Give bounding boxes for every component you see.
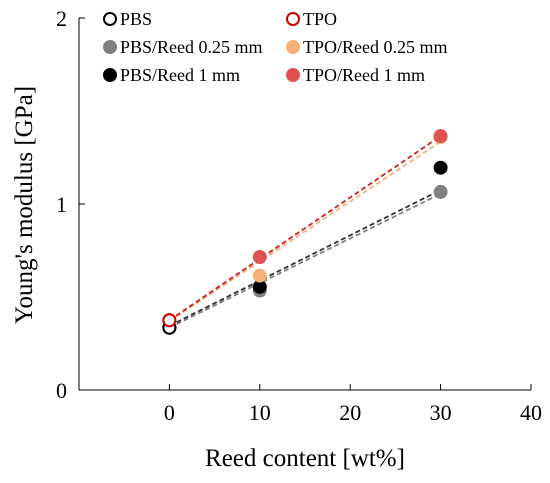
y-axis-label: Young's modulus [GPa] xyxy=(11,86,38,324)
legend-marker-tpo xyxy=(286,12,300,26)
y-tick-label-2: 2 xyxy=(56,6,67,31)
legend-label-pbs: PBS xyxy=(120,9,152,29)
point-pbs-reed-0-25-mm-2 xyxy=(433,184,448,199)
data-points xyxy=(162,129,448,335)
legend-marker-pbs xyxy=(103,12,117,26)
trendline-tpo-reed-0-25-mm xyxy=(168,140,442,322)
trendline-pbs-reed-0-25-mm xyxy=(169,192,441,329)
legend-marker-tpo-reed-0-25-mm xyxy=(286,40,300,54)
point-tpo-reed-1-mm-1 xyxy=(252,250,267,265)
point-tpo-reed-1-mm-2 xyxy=(433,129,448,144)
x-tick-label-0: 0 xyxy=(164,400,175,425)
trendlines xyxy=(168,135,442,329)
legend-marker-tpo-reed-1-mm xyxy=(286,68,300,82)
legend: PBS PBS/Reed 0.25 mm PBS/Reed 1 mm TPO TPO/R… xyxy=(103,9,448,85)
point-tpo-reed-0-25-mm-1 xyxy=(252,268,267,283)
x-tick-label-4: 40 xyxy=(520,400,542,425)
x-tick-labels: 0 10 20 30 40 xyxy=(164,384,542,425)
legend-marker-pbs-reed-0-25-mm xyxy=(103,40,117,54)
legend-label-tpo: TPO xyxy=(303,9,337,29)
legend-marker-pbs-reed-1-mm xyxy=(103,68,117,82)
y-tick-label-0: 0 xyxy=(56,378,67,403)
x-tick-label-2: 20 xyxy=(339,400,361,425)
y-tick-label-1: 1 xyxy=(56,192,67,217)
legend-label-tpo-reed-0-25-mm: TPO/Reed 0.25 mm xyxy=(303,37,448,57)
legend-label-pbs-reed-0-25-mm: PBS/Reed 0.25 mm xyxy=(120,37,263,57)
point-pbs-reed-1-mm-2 xyxy=(433,160,448,175)
legend-label-tpo-reed-1-mm: TPO/Reed 1 mm xyxy=(303,65,425,85)
x-axis-label: Reed content [wt%] xyxy=(205,445,405,472)
x-tick-label-1: 10 xyxy=(249,400,271,425)
x-tick-label-3: 30 xyxy=(430,400,452,425)
y-tick-labels: 0 1 2 xyxy=(56,6,85,403)
point-tpo-0 xyxy=(162,313,177,328)
legend-label-pbs-reed-1-mm: PBS/Reed 1 mm xyxy=(120,65,240,85)
trendline-pbs-reed-1-mm xyxy=(168,189,442,327)
trendline-tpo-reed-1-mm xyxy=(168,135,442,321)
